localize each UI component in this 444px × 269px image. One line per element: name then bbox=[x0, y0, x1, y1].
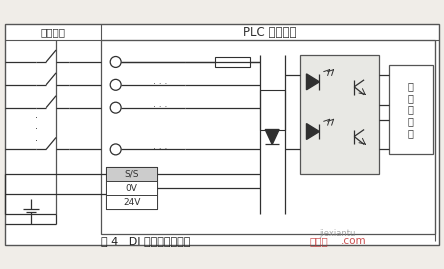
Text: 图 4   DI 模块切换式电路: 图 4 DI 模块切换式电路 bbox=[101, 236, 190, 246]
Polygon shape bbox=[306, 74, 319, 90]
Text: S/S: S/S bbox=[124, 170, 139, 179]
Circle shape bbox=[110, 144, 121, 155]
Text: · · ·: · · · bbox=[153, 80, 167, 89]
Text: · · ·: · · · bbox=[153, 145, 167, 154]
Bar bbox=[215, 57, 250, 67]
Circle shape bbox=[110, 56, 121, 68]
Text: · · ·: · · · bbox=[153, 103, 167, 112]
Text: 0V: 0V bbox=[126, 184, 138, 193]
Circle shape bbox=[110, 102, 121, 113]
Polygon shape bbox=[265, 130, 279, 144]
Bar bbox=[106, 167, 158, 209]
Text: 24V: 24V bbox=[123, 197, 140, 207]
Bar bbox=[260, 90, 285, 130]
Text: ·
·
·: · · · bbox=[35, 113, 38, 146]
Text: 接线图: 接线图 bbox=[309, 236, 328, 246]
Bar bbox=[106, 181, 158, 195]
Bar bbox=[389, 65, 432, 154]
Text: jiexiantu: jiexiantu bbox=[319, 229, 356, 238]
Bar bbox=[106, 195, 158, 209]
Text: 外部接线: 外部接线 bbox=[40, 27, 66, 37]
Bar bbox=[300, 55, 379, 174]
Bar bbox=[106, 167, 158, 181]
Circle shape bbox=[110, 79, 121, 90]
Polygon shape bbox=[306, 123, 319, 139]
Text: 至
外
处
理
器: 至 外 处 理 器 bbox=[408, 82, 414, 138]
Bar bbox=[101, 40, 435, 234]
Text: .com: .com bbox=[341, 236, 367, 246]
Text: PLC 内部接线: PLC 内部接线 bbox=[243, 26, 297, 39]
